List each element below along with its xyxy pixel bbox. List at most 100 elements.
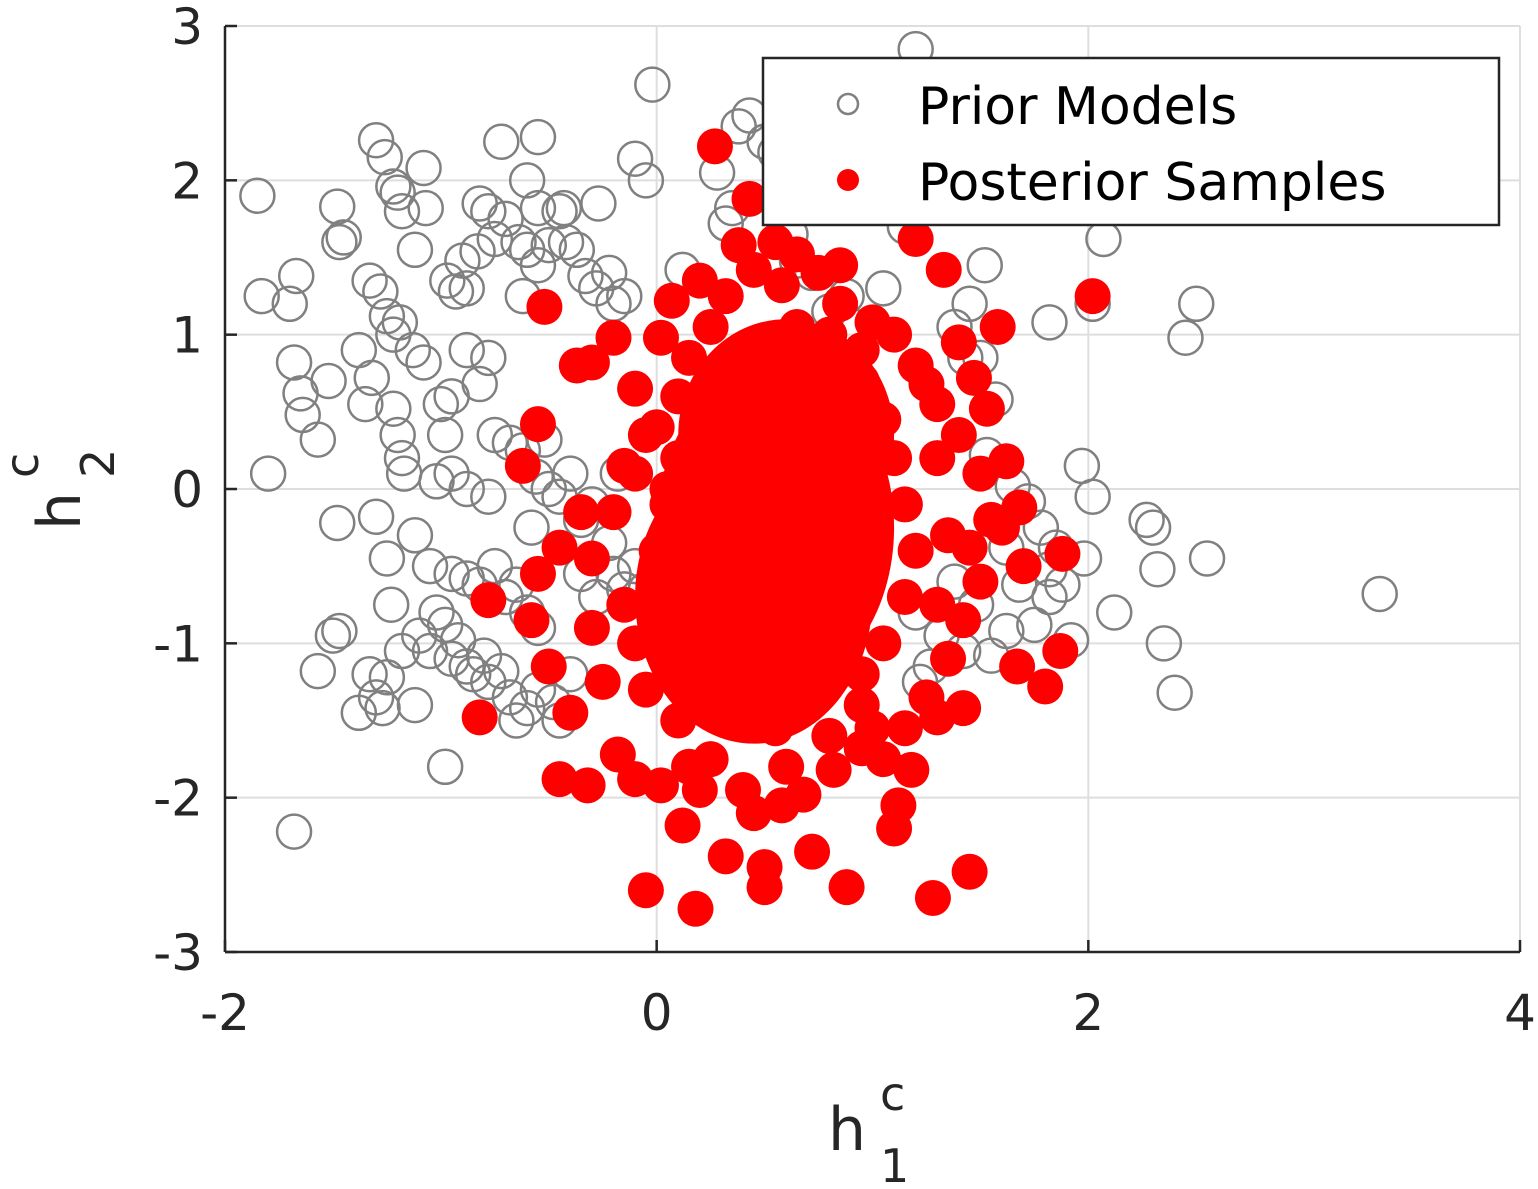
x-tick-label: 2 (1072, 984, 1104, 1042)
prior-point (1031, 578, 1068, 616)
posterior-point (789, 586, 826, 623)
posterior-point (843, 332, 880, 369)
prior-point (500, 223, 537, 261)
posterior-point (962, 455, 999, 492)
prior-point (627, 162, 665, 199)
y-tick-label: -1 (153, 615, 203, 673)
posterior-point (955, 359, 992, 396)
posterior-point (653, 282, 690, 319)
y-axis-label-superscript: c (0, 453, 49, 478)
posterior-point (617, 625, 654, 662)
posterior-point (660, 579, 697, 616)
posterior-point (811, 517, 848, 554)
posterior-point (638, 602, 675, 639)
posterior-point (811, 316, 848, 353)
prior-point (634, 66, 671, 103)
posterior-point (865, 625, 902, 662)
posterior-point (828, 869, 865, 906)
posterior-point (886, 486, 923, 523)
posterior-point (880, 787, 917, 824)
prior-point (314, 617, 352, 654)
posterior-point (541, 529, 578, 566)
prior-point (429, 262, 466, 299)
posterior-point (1044, 535, 1081, 572)
prior-point (325, 219, 362, 256)
posterior-point (930, 517, 967, 554)
posterior-point (865, 741, 902, 778)
posterior-point (854, 710, 891, 747)
posterior-point (735, 656, 772, 693)
posterior-point (785, 776, 822, 813)
posterior-point (707, 838, 744, 875)
posterior-point (692, 308, 729, 345)
posterior-point (692, 463, 729, 500)
legend-prior-label: Prior Models (918, 77, 1237, 137)
prior-point (347, 385, 384, 423)
posterior-point (999, 648, 1036, 685)
posterior-point (876, 440, 913, 477)
prior-point (1361, 575, 1398, 613)
prior-point (541, 192, 578, 230)
prior-point (299, 421, 337, 458)
prior-point (379, 174, 416, 211)
y-axis-label: h c 2 (0, 449, 125, 530)
posterior-point (919, 586, 956, 623)
prior-point (530, 226, 567, 264)
posterior-point (714, 370, 751, 407)
posterior-point (768, 362, 805, 399)
posterior-point (526, 288, 563, 325)
prior-point (271, 285, 308, 323)
posterior-point (789, 471, 826, 507)
posterior-point (692, 741, 729, 778)
prior-point (1178, 285, 1215, 323)
prior-point (375, 390, 412, 427)
posterior-point (671, 548, 708, 585)
posterior-point (725, 571, 761, 608)
prior-point (1188, 540, 1226, 577)
prior-point (394, 331, 432, 369)
posterior-point (638, 532, 675, 569)
posterior-point (707, 278, 744, 315)
prior-point (375, 168, 412, 205)
prior-point (491, 679, 529, 716)
prior-point (357, 121, 395, 159)
prior-point (461, 185, 498, 222)
prior-point (426, 416, 464, 454)
posterior-point (681, 262, 718, 299)
prior-point (567, 257, 604, 295)
prior-point (321, 612, 358, 650)
posterior-point (513, 602, 550, 639)
prior-point (461, 365, 498, 403)
prior-point (1016, 606, 1053, 644)
posterior-point (940, 416, 977, 453)
posterior-point (794, 833, 831, 870)
prior-point (318, 188, 356, 225)
prior-point (470, 478, 507, 515)
prior-point (396, 686, 434, 724)
posterior-point (763, 267, 800, 304)
posterior-point (1005, 548, 1042, 585)
posterior-point (731, 180, 768, 217)
prior-point (299, 652, 337, 690)
posterior-point (725, 332, 761, 369)
prior-point (249, 455, 287, 492)
prior-point (1156, 674, 1193, 711)
prior-point (396, 517, 434, 554)
posterior-point (822, 625, 859, 662)
posterior-point (530, 648, 567, 685)
prior-point (418, 594, 455, 631)
prior-point (1145, 625, 1183, 662)
prior-point (508, 689, 546, 727)
posterior-point (660, 702, 697, 739)
prior-point (606, 277, 643, 315)
prior-point (383, 439, 421, 477)
posterior-point (746, 869, 783, 906)
posterior-point (811, 347, 848, 384)
prior-point (1022, 509, 1060, 546)
prior-point (1134, 509, 1172, 546)
prior-point (1095, 594, 1133, 631)
x-tick-label: 4 (1504, 984, 1536, 1042)
posterior-point (681, 640, 718, 677)
y-tick-label: 2 (171, 152, 203, 210)
